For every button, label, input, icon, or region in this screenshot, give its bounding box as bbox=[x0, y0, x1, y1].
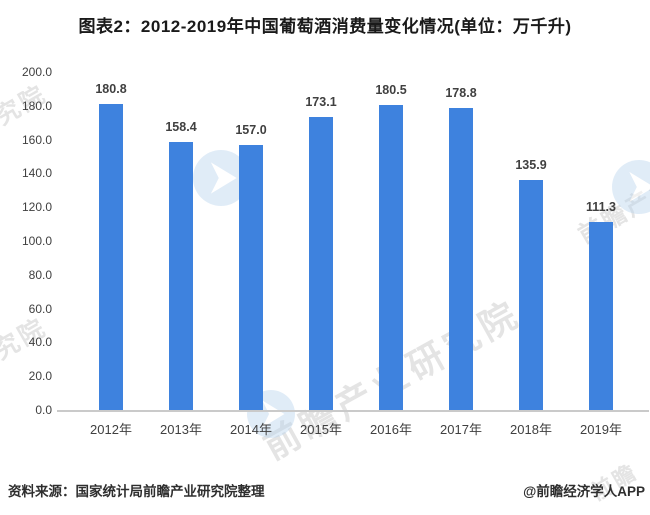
bar bbox=[169, 142, 193, 410]
y-tick-label: 180.0 bbox=[21, 98, 52, 113]
brand-credit: @前瞻经济学人APP bbox=[523, 484, 645, 499]
bar bbox=[309, 117, 333, 410]
x-tick-label: 2015年 bbox=[300, 422, 342, 437]
bar bbox=[379, 104, 403, 410]
y-tick-label: 40.0 bbox=[28, 335, 52, 350]
x-tick-label: 2017年 bbox=[440, 422, 482, 437]
bar bbox=[239, 144, 263, 410]
chart-title: 图表2：2012-2019年中国葡萄酒消费量变化情况(单位：万千升) bbox=[78, 17, 572, 36]
bar bbox=[589, 221, 613, 410]
x-tick-label: 2013年 bbox=[160, 422, 202, 437]
bar-value-label: 135.9 bbox=[515, 158, 547, 173]
y-tick-label: 0.0 bbox=[35, 403, 52, 417]
y-tick-label: 120.0 bbox=[21, 200, 52, 215]
bar-value-label: 178.8 bbox=[445, 85, 477, 100]
bar-value-label: 157.0 bbox=[235, 122, 267, 137]
y-tick-label: 100.0 bbox=[21, 234, 52, 248]
y-tick-label: 20.0 bbox=[28, 369, 52, 384]
x-tick-label: 2016年 bbox=[370, 422, 412, 437]
x-tick-label: 2014年 bbox=[230, 422, 272, 437]
bar bbox=[449, 107, 473, 410]
x-tick-label: 2018年 bbox=[510, 422, 552, 437]
bar bbox=[99, 104, 123, 410]
bar bbox=[519, 180, 543, 410]
y-tick-label: 60.0 bbox=[28, 301, 52, 316]
x-axis-line bbox=[57, 410, 649, 412]
y-tick-label: 160.0 bbox=[21, 132, 52, 147]
bar-value-label: 111.3 bbox=[586, 199, 616, 214]
bar-value-label: 180.5 bbox=[375, 82, 407, 97]
bar-value-label: 180.8 bbox=[95, 82, 127, 97]
bar-value-label: 158.4 bbox=[165, 120, 197, 135]
x-tick-label: 2019年 bbox=[580, 422, 622, 437]
bar-value-label: 173.1 bbox=[305, 95, 337, 110]
y-tick-label: 80.0 bbox=[28, 267, 52, 282]
x-tick-label: 2012年 bbox=[90, 422, 132, 437]
y-tick-label: 200.0 bbox=[21, 65, 52, 79]
y-tick-label: 140.0 bbox=[21, 166, 52, 181]
source-note: 资料来源：国家统计局前瞻产业研究院整理 bbox=[8, 484, 265, 499]
